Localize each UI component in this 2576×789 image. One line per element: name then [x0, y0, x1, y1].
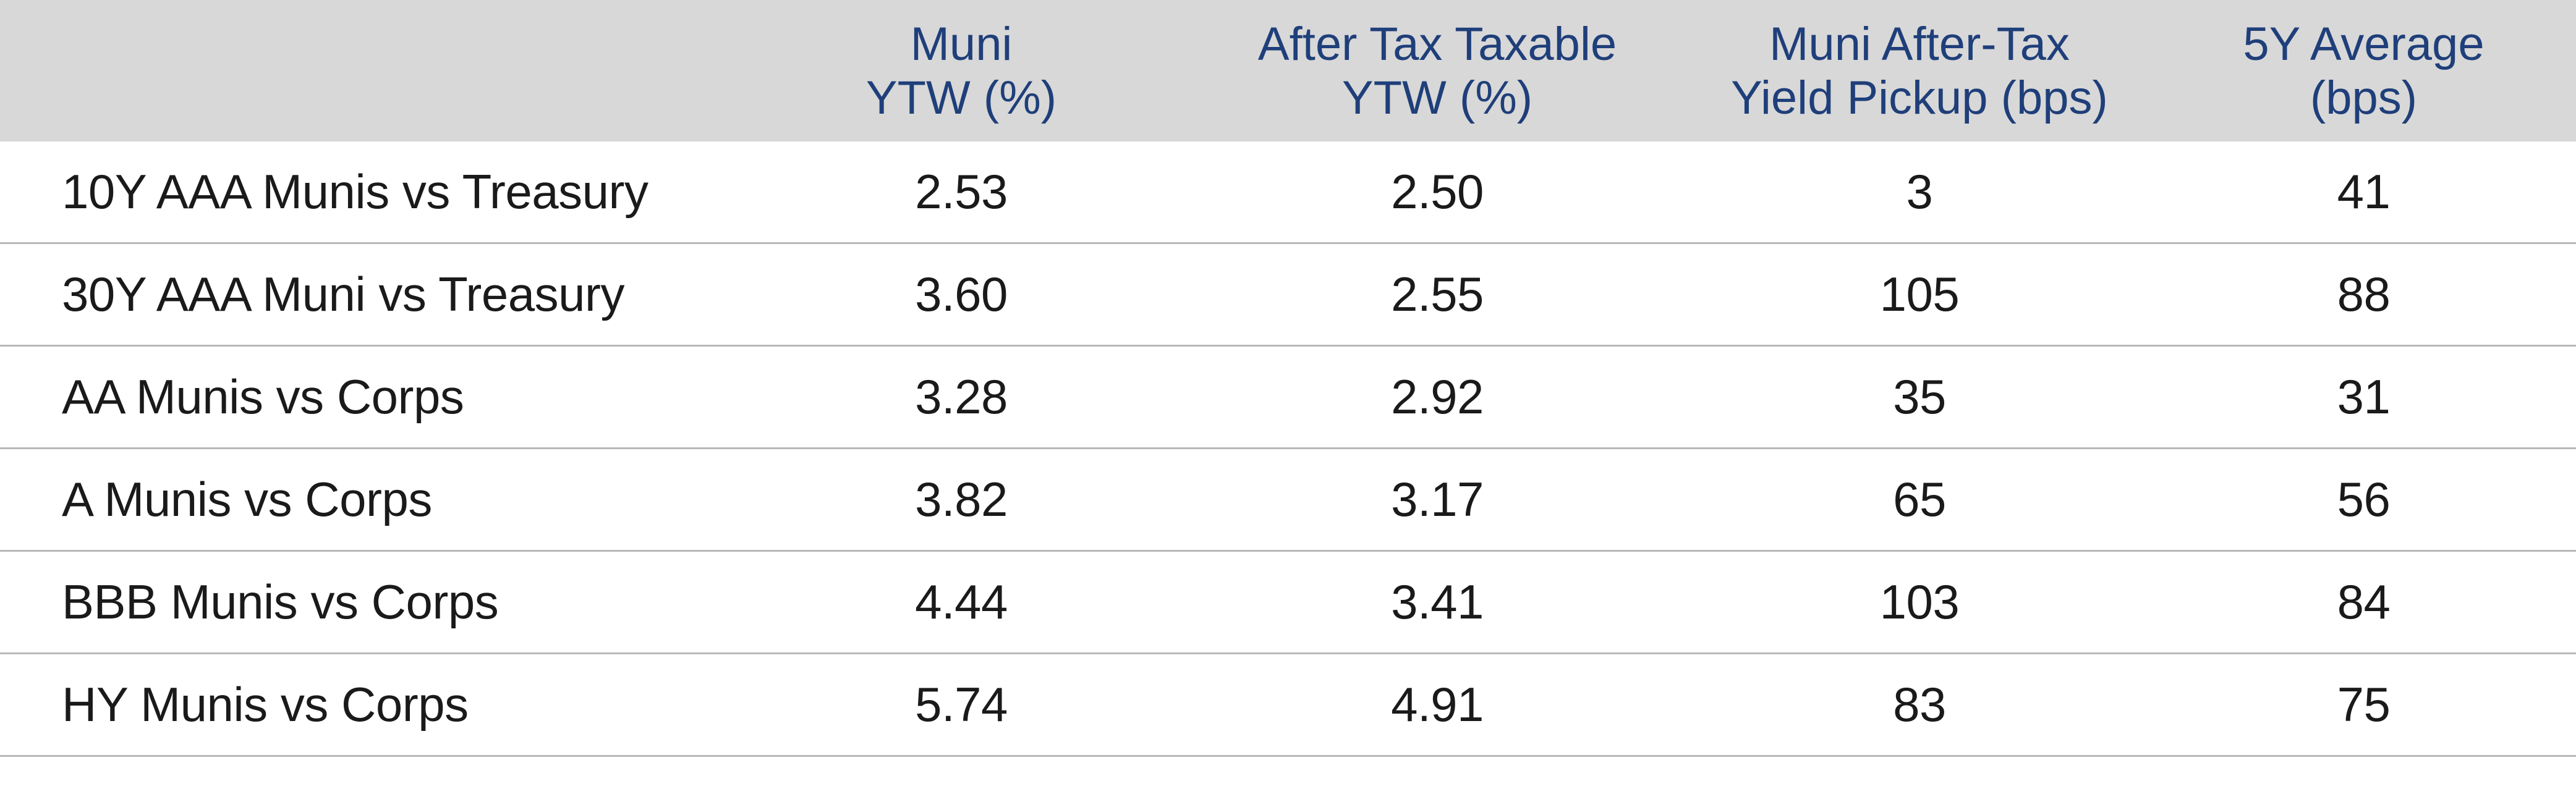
muni-yield-table: Muni YTW (%) After Tax Taxable YTW (%) M… — [0, 0, 2576, 757]
cell-pickup-bps: 105 — [1688, 243, 2151, 345]
col-header-line2: (bps) — [2157, 71, 2570, 125]
cell-pickup-bps: 83 — [1688, 653, 2151, 756]
cell-after-tax-ytw: 2.55 — [1187, 243, 1688, 345]
cell-after-tax-ytw: 4.91 — [1187, 653, 1688, 756]
table-row: AA Munis vs Corps 3.28 2.92 35 31 — [0, 345, 2576, 448]
cell-muni-ytw: 5.74 — [736, 653, 1187, 756]
table-row: A Munis vs Corps 3.82 3.17 65 56 — [0, 448, 2576, 551]
cell-muni-ytw: 2.53 — [736, 141, 1187, 243]
cell-5y-avg: 41 — [2151, 141, 2576, 243]
table-header-row: Muni YTW (%) After Tax Taxable YTW (%) M… — [0, 0, 2576, 141]
col-header-line1: Muni After-Tax — [1694, 17, 2145, 71]
cell-muni-ytw: 4.44 — [736, 551, 1187, 653]
cell-muni-ytw: 3.82 — [736, 448, 1187, 551]
table-row: HY Munis vs Corps 5.74 4.91 83 75 — [0, 653, 2576, 756]
cell-pickup-bps: 103 — [1688, 551, 2151, 653]
cell-muni-ytw: 3.28 — [736, 345, 1187, 448]
col-header-after-tax-ytw: After Tax Taxable YTW (%) — [1187, 0, 1688, 141]
row-label: 10Y AAA Munis vs Treasury — [0, 141, 736, 243]
col-header-pickup-bps: Muni After-Tax Yield Pickup (bps) — [1688, 0, 2151, 141]
col-header-line1: 5Y Average — [2157, 17, 2570, 71]
cell-pickup-bps: 65 — [1688, 448, 2151, 551]
cell-5y-avg: 88 — [2151, 243, 2576, 345]
cell-pickup-bps: 3 — [1688, 141, 2151, 243]
row-label: HY Munis vs Corps — [0, 653, 736, 756]
cell-5y-avg: 75 — [2151, 653, 2576, 756]
table-row: 10Y AAA Munis vs Treasury 2.53 2.50 3 41 — [0, 141, 2576, 243]
row-label: BBB Munis vs Corps — [0, 551, 736, 653]
cell-pickup-bps: 35 — [1688, 345, 2151, 448]
row-label: A Munis vs Corps — [0, 448, 736, 551]
col-header-line1: After Tax Taxable — [1193, 17, 1681, 71]
row-label: 30Y AAA Muni vs Treasury — [0, 243, 736, 345]
col-header-line2: YTW (%) — [742, 71, 1181, 125]
table-container: Muni YTW (%) After Tax Taxable YTW (%) M… — [0, 0, 2576, 757]
table-row: BBB Munis vs Corps 4.44 3.41 103 84 — [0, 551, 2576, 653]
col-header-5y-avg: 5Y Average (bps) — [2151, 0, 2576, 141]
cell-muni-ytw: 3.60 — [736, 243, 1187, 345]
cell-5y-avg: 56 — [2151, 448, 2576, 551]
cell-after-tax-ytw: 2.92 — [1187, 345, 1688, 448]
cell-after-tax-ytw: 2.50 — [1187, 141, 1688, 243]
row-label: AA Munis vs Corps — [0, 345, 736, 448]
table-row: 30Y AAA Muni vs Treasury 3.60 2.55 105 8… — [0, 243, 2576, 345]
col-header-muni-ytw: Muni YTW (%) — [736, 0, 1187, 141]
cell-after-tax-ytw: 3.41 — [1187, 551, 1688, 653]
col-header-line2: Yield Pickup (bps) — [1694, 71, 2145, 125]
cell-5y-avg: 84 — [2151, 551, 2576, 653]
col-header-line2: YTW (%) — [1193, 71, 1681, 125]
col-header-line1: Muni — [742, 17, 1181, 71]
cell-after-tax-ytw: 3.17 — [1187, 448, 1688, 551]
col-header-blank — [0, 0, 736, 141]
cell-5y-avg: 31 — [2151, 345, 2576, 448]
